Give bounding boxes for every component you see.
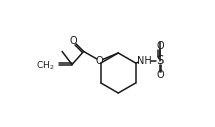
Text: O: O — [156, 70, 164, 80]
Text: O: O — [96, 56, 104, 66]
Text: O: O — [70, 36, 77, 46]
Text: S: S — [156, 54, 164, 67]
Text: CH$_2$: CH$_2$ — [36, 59, 54, 72]
Text: O: O — [156, 41, 164, 51]
Text: NH: NH — [137, 56, 152, 66]
